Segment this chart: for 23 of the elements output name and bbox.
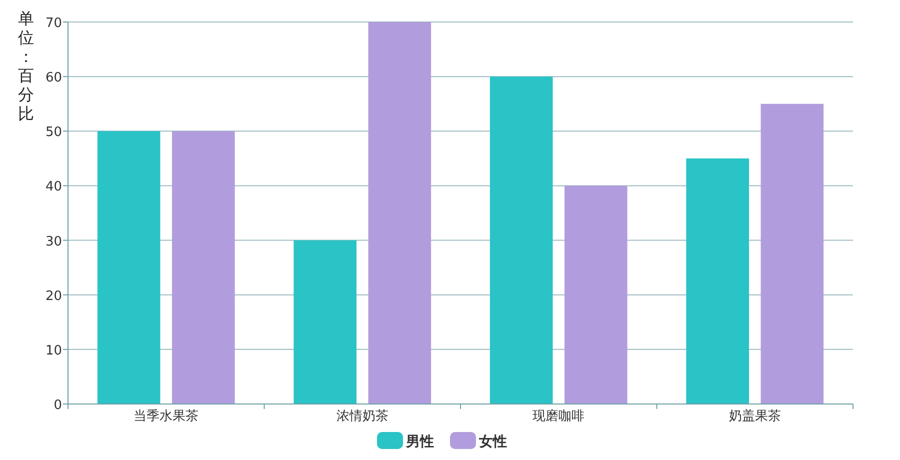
x-tick-label: 浓情奶茶 xyxy=(336,409,388,424)
y-tick-label: 40 xyxy=(45,180,62,195)
legend-label: 男性 xyxy=(405,434,434,450)
y-tick-label: 70 xyxy=(45,16,62,31)
y-tick-label: 20 xyxy=(45,288,62,304)
bar xyxy=(564,186,628,404)
y-tick-label: 0 xyxy=(54,398,62,413)
x-tick-label: 现磨咖啡 xyxy=(532,409,585,424)
bar xyxy=(172,131,235,404)
legend-label: 女性 xyxy=(478,434,507,450)
x-tick-label: 奶盖果茶 xyxy=(728,408,781,424)
y-tick-label: 60 xyxy=(45,70,62,86)
bar xyxy=(760,104,824,404)
y-tick-label: 50 xyxy=(45,125,62,140)
bar xyxy=(97,131,160,404)
y-axis-title: 单位：百分比 xyxy=(18,9,34,123)
bar xyxy=(368,22,432,404)
bar xyxy=(490,76,553,404)
y-tick-label: 10 xyxy=(45,343,62,358)
x-tick-label: 当季水果茶 xyxy=(134,409,199,424)
bar xyxy=(294,240,356,404)
bar xyxy=(686,158,749,404)
y-tick-label: 30 xyxy=(45,234,62,250)
